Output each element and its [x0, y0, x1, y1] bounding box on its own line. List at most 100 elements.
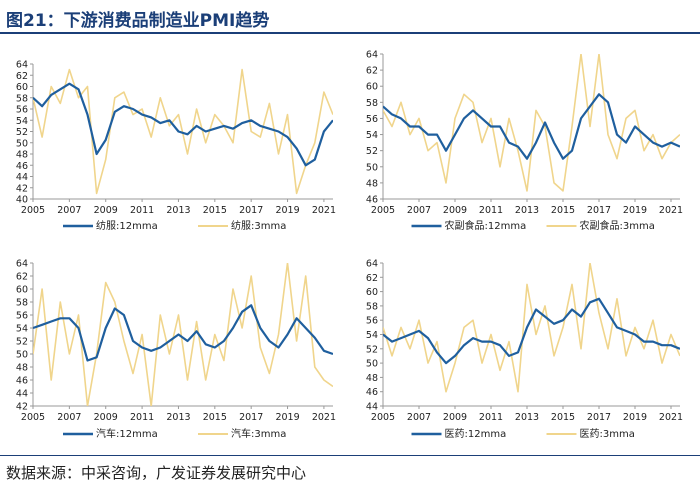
chart1-y-tick-label: 58: [16, 93, 28, 104]
chart2-x-tick-label: 2005: [371, 205, 395, 216]
chart1-y-tick-label: 48: [16, 150, 28, 161]
chart4-y-tick-label: 64: [366, 259, 378, 270]
chart2-x-tick-label: 2009: [443, 205, 467, 216]
chart2-y-tick-label: 46: [366, 195, 378, 206]
chart2-x-tick-label: 2011: [479, 205, 503, 216]
chart1-legend-label-12mma: 纺服:12mma: [96, 219, 158, 232]
chart4-series-12mma-line: [383, 297, 680, 365]
chart3-y-tick-label: 48: [16, 363, 28, 374]
chart4-y-tick-label: 60: [366, 287, 378, 298]
footer-divider: [0, 455, 700, 456]
chart1-x-tick-label: 2017: [239, 205, 263, 216]
chart3-x-tick-label: 2005: [21, 412, 45, 423]
chart2-legend-label-3mma: 农副食品:3mma: [580, 219, 655, 232]
chart2-series-3mma-line: [383, 54, 680, 192]
chart4-x-tick-label: 2007: [407, 412, 431, 423]
chart1-x-tick-label: 2019: [275, 205, 299, 216]
chart2-x-tick-label: 2007: [407, 205, 431, 216]
chart3-series-3mma-line: [33, 263, 333, 406]
chart4-x-tick-label: 2005: [371, 412, 395, 423]
chart1-series-12mma-line: [33, 82, 333, 167]
chart2-y-tick-label: 50: [366, 162, 378, 173]
chart3-x-tick-label: 2011: [130, 412, 154, 423]
chart1-x-tick-label: 2007: [57, 205, 81, 216]
chart4-x-tick-label: 2011: [479, 412, 503, 423]
chart1-y-tick-label: 56: [16, 105, 28, 116]
chart3-y-tick-label: 56: [16, 311, 28, 322]
chart2-y-tick-label: 48: [366, 178, 378, 189]
chart3-y-tick-label: 54: [16, 324, 28, 335]
chart2-y-tick-label: 54: [366, 130, 378, 141]
chart4-y-tick-label: 50: [366, 359, 378, 370]
chart4-x-tick-label: 2013: [515, 412, 539, 423]
source-note: 数据来源：中采咨询，广发证券发展研究中心: [6, 464, 307, 482]
chart4-y-tick-label: 44: [366, 402, 378, 413]
chart4-x-tick-label: 2017: [587, 412, 611, 423]
chart1-x-tick-label: 2011: [130, 205, 154, 216]
chart2-y-tick-label: 64: [366, 50, 378, 61]
chart1-y-tick-label: 42: [16, 183, 28, 194]
chart3-x-tick-label: 2013: [166, 412, 190, 423]
chart4-y-tick-label: 56: [366, 316, 378, 327]
chart1-x-tick-label: 2005: [21, 205, 45, 216]
chart1-y-tick-label: 54: [16, 116, 28, 127]
chart1-x-tick-label: 2009: [94, 205, 118, 216]
chart4-y-tick-label: 58: [366, 301, 378, 312]
chart3-series-12mma-line: [33, 304, 333, 362]
chart4-x-tick-label: 2009: [443, 412, 467, 423]
chart1-y-tick-label: 50: [16, 138, 28, 149]
chart3-x-tick-label: 2009: [94, 412, 118, 423]
chart1-y-tick-label: 64: [16, 60, 28, 71]
chart4-y-tick-label: 52: [366, 344, 378, 355]
chart3-y-tick-label: 62: [16, 272, 28, 283]
chart4-series-3mma-line: [383, 263, 680, 393]
chart2-y-tick-label: 58: [366, 98, 378, 109]
chart2-series-12mma-line: [383, 93, 680, 160]
chart4-y-tick-label: 46: [366, 387, 378, 398]
chart4-y-tick-label: 54: [366, 330, 378, 341]
chart2-x-tick-label: 2017: [587, 205, 611, 216]
chart3-x-tick-label: 2015: [203, 412, 227, 423]
chart1-y-tick-label: 46: [16, 161, 28, 172]
chart1-y-tick-label: 62: [16, 71, 28, 82]
chart3-y-tick-label: 42: [16, 402, 28, 413]
figure-title: 图21：下游消费品制造业PMI趋势: [6, 11, 270, 31]
chart4-y-tick-label: 62: [366, 273, 378, 284]
chart1-y-tick-label: 44: [16, 172, 28, 183]
chart4-legend-label-3mma: 医药:3mma: [580, 428, 635, 440]
chart2-y-tick-label: 62: [366, 66, 378, 77]
chart3-y-tick-label: 58: [16, 298, 28, 309]
chart1-y-tick-label: 40: [16, 195, 28, 206]
chart3-x-tick-label: 2019: [275, 412, 299, 423]
chart3-y-tick-label: 46: [16, 376, 28, 387]
chart3-y-tick-label: 60: [16, 285, 28, 296]
chart3-x-tick-label: 2021: [312, 412, 336, 423]
chart2-x-tick-label: 2021: [659, 205, 683, 216]
chart1-y-tick-label: 52: [16, 127, 28, 138]
chart3-y-tick-label: 44: [16, 389, 28, 400]
chart2-y-tick-label: 60: [366, 82, 378, 93]
chart4-x-tick-label: 2019: [623, 412, 647, 423]
chart3-legend-label-3mma: 汽车:3mma: [231, 427, 286, 440]
title-underline: [0, 32, 700, 34]
chart3-legend-label-12mma: 汽车:12mma: [96, 427, 158, 440]
chart1-y-tick-label: 60: [16, 82, 28, 93]
chart1-x-tick-label: 2021: [312, 205, 336, 216]
chart1-x-tick-label: 2015: [203, 205, 227, 216]
chart3-x-tick-label: 2007: [57, 412, 81, 423]
chart3-y-tick-label: 52: [16, 337, 28, 348]
chart3-y-tick-label: 64: [16, 259, 28, 270]
chart3-x-tick-label: 2017: [239, 412, 263, 423]
chart4-y-tick-label: 48: [366, 373, 378, 384]
chart4-legend-label-12mma: 医药:12mma: [445, 428, 507, 440]
chart2-x-tick-label: 2013: [515, 205, 539, 216]
chart2-y-tick-label: 52: [366, 146, 378, 157]
chart1-x-tick-label: 2013: [166, 205, 190, 216]
chart2-y-tick-label: 56: [366, 114, 378, 125]
figure-header: 图21：下游消费品制造业PMI趋势: [0, 0, 700, 34]
chart4-x-tick-label: 2015: [551, 412, 575, 423]
chart2-legend-label-12mma: 农副食品:12mma: [445, 219, 527, 232]
chart1-legend-label-3mma: 纺服:3mma: [231, 219, 286, 232]
chart2-x-tick-label: 2015: [551, 205, 575, 216]
